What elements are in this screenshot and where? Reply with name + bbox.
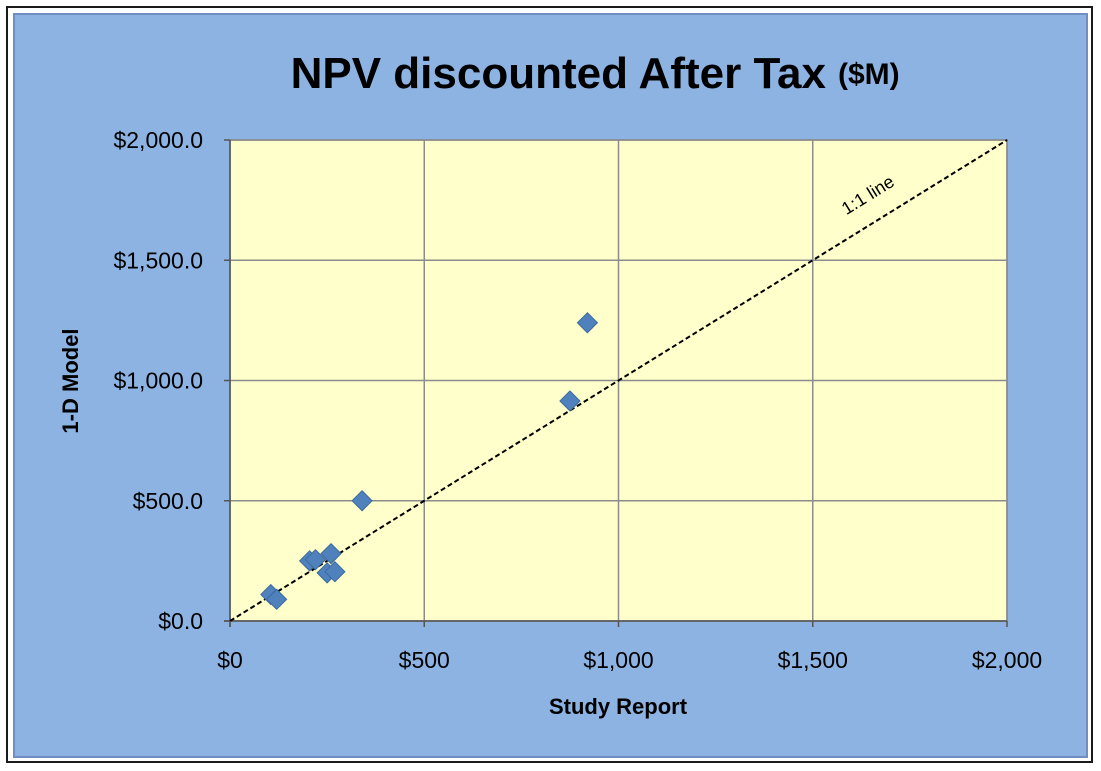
y-axis-title: 1-D Model <box>58 328 83 433</box>
chart-title: NPV discounted After Tax ($M) <box>291 49 900 98</box>
x-axis-title: Study Report <box>549 694 688 719</box>
y-tick-label: $1,500.0 <box>113 247 203 273</box>
y-tick-label: $2,000.0 <box>113 127 203 153</box>
data-point <box>559 390 581 412</box>
y-tick-label: $500.0 <box>133 488 203 514</box>
y-axis-ticks: $0.0 $500.0 $1,000.0 $1,500.0 $2,000.0 <box>113 127 230 634</box>
x-tick-label: $1,500 <box>778 647 848 673</box>
data-point <box>320 542 342 565</box>
x-tick-label: $0 <box>217 647 243 673</box>
x-tick-label: $1,000 <box>583 647 653 673</box>
data-point <box>576 312 599 334</box>
reference-line-path <box>229 139 1008 622</box>
x-axis-ticks: $0 $500 $1,000 $1,500 $2,000 <box>217 621 1042 673</box>
chart-title-text: NPV discounted After Tax <box>291 49 827 98</box>
data-point <box>351 490 373 512</box>
y-tick-label: $0.0 <box>158 608 203 634</box>
data-point <box>304 548 327 571</box>
data-point <box>324 560 346 583</box>
chart-title-unit: ($M) <box>838 58 900 91</box>
data-point <box>265 588 288 611</box>
data-points <box>260 312 599 611</box>
y-tick-label: $1,000.0 <box>113 368 203 394</box>
x-tick-label: $2,000 <box>972 647 1042 673</box>
x-tick-label: $500 <box>399 647 450 673</box>
